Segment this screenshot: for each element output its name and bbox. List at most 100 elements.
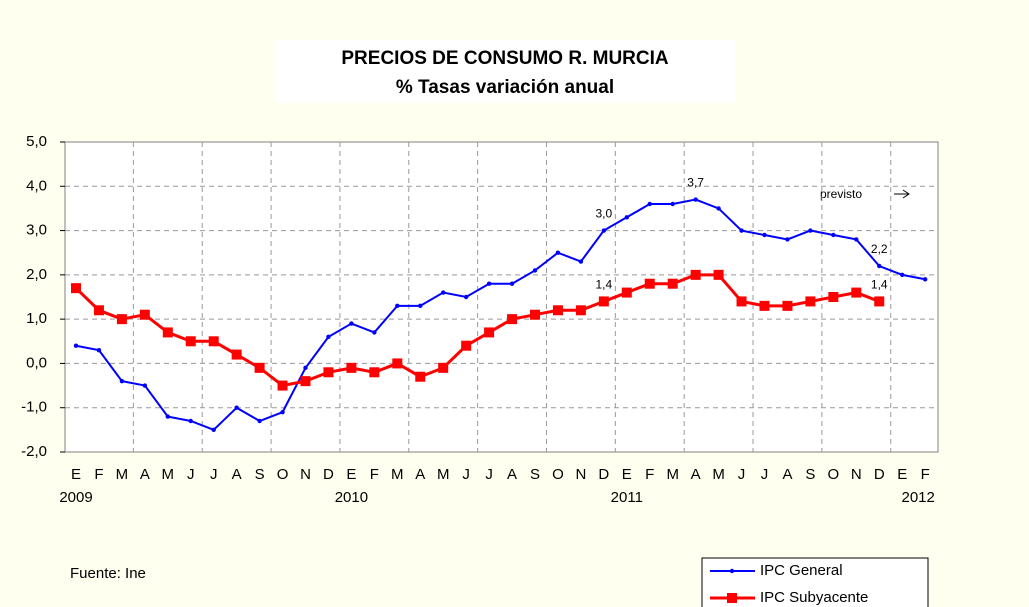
x-tick-label: D xyxy=(874,466,885,483)
point xyxy=(713,269,724,280)
x-tick-label: M xyxy=(712,466,725,483)
y-tick-label: 1,0 xyxy=(26,310,47,327)
data-label: 3,0 xyxy=(596,207,613,221)
point xyxy=(530,309,540,320)
y-tick-label: 3,0 xyxy=(26,222,47,239)
y-tick-label: -2,0 xyxy=(21,443,47,460)
point xyxy=(395,303,400,309)
y-tick-label: 0,0 xyxy=(26,354,47,371)
point xyxy=(854,237,859,242)
point xyxy=(208,336,219,347)
point xyxy=(96,347,102,353)
point xyxy=(509,281,515,286)
x-tick-label: E xyxy=(897,466,907,483)
point xyxy=(601,228,607,233)
point xyxy=(484,327,495,338)
point xyxy=(162,327,173,338)
x-tick-label: N xyxy=(575,466,586,483)
x-tick-label: D xyxy=(323,466,334,483)
x-tick-label: M xyxy=(666,466,679,483)
x-tick-label: A xyxy=(140,466,150,483)
point xyxy=(71,283,81,294)
x-year-label: 2011 xyxy=(611,489,643,506)
x-tick-label: M xyxy=(116,466,129,483)
x-tick-label: O xyxy=(552,466,564,483)
point xyxy=(736,296,747,307)
x-tick-label: A xyxy=(232,466,242,483)
point xyxy=(392,358,403,369)
point xyxy=(874,296,885,307)
point xyxy=(670,201,675,207)
legend-marker xyxy=(727,593,737,603)
annotation: previsto xyxy=(820,187,862,201)
x-tick-label: E xyxy=(71,466,81,483)
x-tick-label: J xyxy=(738,466,746,483)
legend-label: IPC Subyacente xyxy=(760,589,868,606)
point xyxy=(73,343,79,348)
point xyxy=(578,259,584,264)
point xyxy=(785,237,790,242)
x-tick-label: S xyxy=(255,466,265,483)
point xyxy=(690,269,701,280)
point xyxy=(900,272,905,278)
point xyxy=(922,277,928,282)
x-tick-label: J xyxy=(210,466,218,483)
y-tick-label: -1,0 xyxy=(21,399,47,416)
point xyxy=(808,228,813,233)
point xyxy=(693,197,698,202)
point xyxy=(716,206,721,211)
x-tick-label: E xyxy=(622,466,632,483)
point xyxy=(877,263,882,269)
point xyxy=(759,300,770,311)
point xyxy=(303,365,308,371)
point xyxy=(463,294,469,300)
point xyxy=(828,292,839,302)
x-year-label: 2012 xyxy=(902,489,935,506)
point xyxy=(188,418,193,424)
point xyxy=(185,336,196,347)
point xyxy=(486,281,492,286)
point xyxy=(280,409,285,415)
x-tick-label: N xyxy=(851,466,862,483)
point xyxy=(369,367,380,378)
point xyxy=(116,314,127,325)
point xyxy=(621,287,632,298)
point xyxy=(323,367,334,378)
point xyxy=(831,232,836,238)
point xyxy=(438,362,449,373)
point xyxy=(234,405,239,410)
x-tick-label: M xyxy=(162,466,175,483)
legend-label: IPC General xyxy=(760,562,843,579)
x-year-label: 2009 xyxy=(59,489,92,506)
x-tick-label: F xyxy=(921,466,930,483)
x-year-label: 2010 xyxy=(335,489,368,506)
point xyxy=(372,330,377,335)
x-tick-label: A xyxy=(691,466,701,483)
point xyxy=(300,376,311,387)
x-tick-label: D xyxy=(598,466,609,483)
x-tick-label: F xyxy=(370,466,379,483)
point xyxy=(555,250,561,255)
point xyxy=(418,303,423,309)
point xyxy=(739,228,744,233)
point xyxy=(346,362,357,373)
x-tick-label: A xyxy=(507,466,517,483)
chart-subtitle: % Tasas variación anual xyxy=(396,77,614,98)
point xyxy=(257,418,262,424)
point xyxy=(624,215,629,220)
y-tick-label: 5,0 xyxy=(26,133,47,150)
data-label: 1,4 xyxy=(596,278,613,292)
chart-title: PRECIOS DE CONSUMO R. MURCIA xyxy=(341,48,669,69)
point xyxy=(119,378,125,384)
x-tick-label: A xyxy=(415,466,425,483)
point xyxy=(326,334,331,340)
x-tick-label: J xyxy=(485,466,493,483)
legend-marker xyxy=(729,568,735,574)
point xyxy=(139,309,150,320)
point xyxy=(851,287,862,298)
source: Fuente: Ine xyxy=(70,565,146,582)
x-tick-label: F xyxy=(645,466,654,483)
annotation-arrow-head xyxy=(902,189,910,199)
point xyxy=(461,340,472,351)
